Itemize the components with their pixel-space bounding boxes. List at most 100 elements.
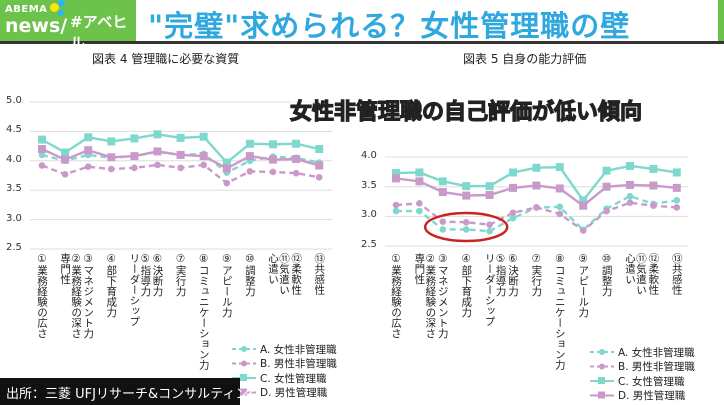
- x-category-label: ②業務経験の深さ 専門性: [59, 253, 83, 339]
- logo-dot-icon: [50, 3, 59, 12]
- data-point: [555, 163, 564, 172]
- data-point: [107, 153, 116, 162]
- legend-entry: C. 女性管理職: [260, 372, 327, 385]
- data-point: [626, 180, 634, 189]
- data-point: [315, 161, 324, 170]
- data-point: [486, 221, 493, 228]
- data-point: [438, 188, 447, 197]
- data-point: [153, 130, 162, 139]
- data-point: [485, 191, 494, 200]
- data-point: [108, 165, 115, 173]
- data-point: [532, 181, 541, 190]
- data-point: [462, 226, 470, 233]
- data-point: [439, 218, 447, 225]
- y-tick-label: 3.5: [6, 183, 22, 195]
- data-point: [38, 145, 46, 154]
- data-point: [509, 183, 517, 192]
- legend-marker: [599, 349, 605, 355]
- x-category-label: ⑪気遣い 心遣い: [267, 253, 290, 295]
- y-tick-label: 3.5: [361, 179, 377, 191]
- legend-entry: D. 男性管理職: [260, 387, 328, 399]
- data-point: [269, 168, 277, 176]
- data-point: [392, 207, 400, 215]
- data-point: [603, 207, 610, 215]
- data-point: [392, 201, 400, 209]
- data-point: [153, 147, 162, 156]
- logo-abema: ABEMA: [5, 4, 48, 15]
- data-point: [130, 134, 139, 143]
- x-category-label: ④部下育成力: [105, 253, 118, 318]
- data-point: [392, 174, 400, 183]
- x-category-label: ⑬共感性: [313, 253, 326, 295]
- data-point: [416, 200, 423, 207]
- source-credit: 出所：三菱 UFJリサーチ&コンサルティング: [0, 378, 261, 405]
- y-tick-label: 2.5: [361, 239, 377, 250]
- data-point: [84, 146, 93, 155]
- legend-marker: [240, 388, 247, 396]
- data-point: [533, 204, 540, 211]
- logo-news: news/: [5, 15, 68, 37]
- legend-entry: B. 男性非管理職: [618, 361, 695, 373]
- data-point: [223, 179, 231, 187]
- x-category-label: ⑩調整力: [600, 253, 613, 297]
- caption-overlay: 女性非管理職の自己評価が低い傾向: [289, 94, 643, 126]
- data-point: [579, 227, 587, 234]
- x-category-label: ⑨アピール力: [220, 253, 233, 318]
- data-point: [38, 151, 46, 159]
- data-point: [509, 214, 517, 222]
- y-tick-label: 4.5: [6, 124, 22, 136]
- data-point: [61, 148, 70, 157]
- x-category-label: ①業務経験の広さ: [390, 253, 402, 339]
- data-point: [177, 164, 184, 172]
- data-point: [176, 133, 185, 142]
- headline: "完璧"求められる？女性管理職の壁: [148, 9, 631, 43]
- data-point: [485, 182, 494, 191]
- legend-entry: A. 女性非管理職: [618, 346, 695, 359]
- data-point: [556, 203, 564, 211]
- series-line: [396, 194, 677, 233]
- data-point: [246, 168, 254, 175]
- x-category-label: ⑩調整力: [243, 253, 256, 297]
- x-category-label: ⑥決断力: [507, 253, 519, 297]
- x-category-label: ⑧コミュニケーション力: [197, 253, 210, 370]
- legend-marker: [241, 360, 247, 367]
- data-point: [84, 133, 93, 142]
- x-category-label: ⑨アピール力: [577, 253, 590, 318]
- x-category-label: ⑦実行力: [530, 253, 543, 297]
- data-point: [416, 207, 423, 215]
- data-point: [602, 182, 611, 191]
- y-tick-label: 2.5: [6, 242, 22, 253]
- x-category-label: ⑤指導力 リーダーシップ: [483, 253, 507, 327]
- hashtag: #アベヒル: [70, 13, 128, 52]
- legend-marker: [598, 377, 605, 384]
- data-point: [222, 164, 231, 173]
- data-point: [200, 161, 207, 169]
- x-category-label: ④部下育成力: [460, 253, 473, 318]
- data-point: [649, 181, 658, 190]
- chart4-title: 図表 4 管理職に必要な資質: [92, 52, 240, 66]
- data-point: [555, 184, 564, 193]
- data-point: [672, 168, 681, 177]
- data-point: [199, 132, 208, 141]
- brand-block: ABEMA news/ #アベヒル: [0, 0, 136, 52]
- data-point: [509, 168, 517, 177]
- data-point: [84, 163, 92, 170]
- data-point: [130, 152, 139, 161]
- data-point: [269, 155, 277, 164]
- data-point: [486, 227, 493, 235]
- legend-marker: [598, 391, 605, 399]
- data-point: [415, 168, 424, 177]
- data-point: [107, 137, 116, 146]
- data-point: [673, 204, 681, 211]
- data-point: [673, 197, 681, 204]
- highlight-ellipse: [423, 211, 509, 243]
- data-point: [649, 164, 658, 173]
- data-point: [292, 169, 300, 177]
- data-point: [626, 192, 634, 200]
- data-point: [199, 152, 208, 161]
- data-point: [38, 135, 46, 144]
- x-category-label: ①業務経験の広さ: [36, 253, 48, 339]
- data-point: [626, 161, 634, 170]
- x-category-label: ⑫柔軟性: [290, 253, 303, 295]
